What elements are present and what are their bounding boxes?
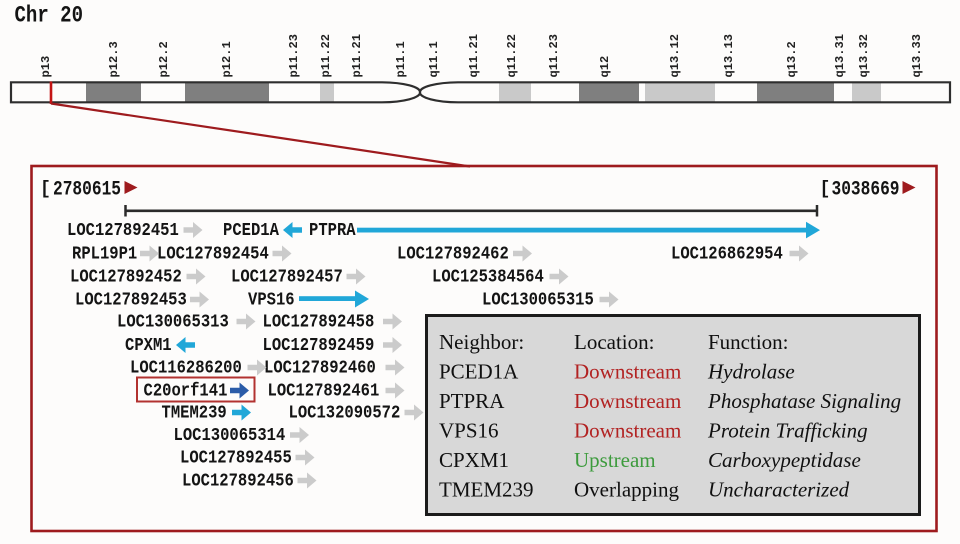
svg-text:3038669: 3038669 (832, 179, 900, 202)
svg-text:VPS16: VPS16 (248, 291, 295, 311)
svg-text:LOC127892453: LOC127892453 (75, 291, 187, 311)
svg-text:Hydrolase: Hydrolase (707, 360, 795, 384)
svg-text:p11.21: p11.21 (350, 34, 364, 78)
svg-text:C20orf141: C20orf141 (144, 382, 228, 402)
svg-text:p12.2: p12.2 (157, 41, 171, 77)
svg-text:TMEM239: TMEM239 (162, 404, 227, 424)
svg-text:LOC127892451: LOC127892451 (67, 221, 179, 241)
svg-text:p11.1: p11.1 (394, 41, 408, 77)
svg-text:Phosphatase Signaling: Phosphatase Signaling (707, 389, 901, 413)
svg-text:LOC132090572: LOC132090572 (289, 404, 401, 424)
svg-text:LOC127892461: LOC127892461 (268, 382, 380, 402)
svg-text:Uncharacterized: Uncharacterized (708, 478, 850, 502)
svg-text:LOC127892460: LOC127892460 (264, 359, 376, 379)
svg-text:LOC127892458: LOC127892458 (263, 313, 375, 333)
svg-text:LOC126862954: LOC126862954 (671, 245, 783, 265)
svg-text:q13.31: q13.31 (833, 34, 847, 78)
svg-text:LOC127892459: LOC127892459 (263, 336, 375, 356)
svg-text:LOC127892452: LOC127892452 (70, 268, 182, 288)
svg-text:LOC130065314: LOC130065314 (174, 426, 286, 446)
svg-text:Carboxypeptidase: Carboxypeptidase (708, 448, 861, 472)
svg-text:[: [ (820, 180, 831, 200)
svg-text:PTPRA: PTPRA (439, 389, 505, 413)
svg-text:q11.1: q11.1 (427, 41, 441, 77)
svg-text:Protein Trafficking: Protein Trafficking (707, 419, 868, 443)
svg-text:Neighbor:: Neighbor: (439, 330, 524, 354)
svg-text:LOC116286200: LOC116286200 (130, 359, 242, 379)
svg-text:PCED1A: PCED1A (439, 360, 519, 384)
svg-text:LOC127892454: LOC127892454 (157, 245, 269, 265)
svg-text:q11.21: q11.21 (467, 34, 481, 78)
svg-text:CPXM1: CPXM1 (125, 336, 172, 356)
svg-text:LOC125384564: LOC125384564 (432, 268, 544, 288)
svg-text:PCED1A: PCED1A (223, 221, 279, 241)
svg-text:VPS16: VPS16 (439, 419, 499, 443)
svg-text:Downstream: Downstream (574, 389, 681, 413)
svg-text:RPL19P1: RPL19P1 (72, 245, 137, 265)
svg-text:TMEM239: TMEM239 (439, 478, 534, 502)
svg-text:LOC127892456: LOC127892456 (182, 472, 294, 492)
svg-text:Location:: Location: (574, 330, 654, 354)
svg-text:Overlapping: Overlapping (574, 478, 679, 502)
svg-text:q13.2: q13.2 (785, 41, 799, 77)
svg-text:q13.32: q13.32 (857, 34, 871, 78)
svg-text:p13: p13 (39, 56, 53, 78)
svg-text:Function:: Function: (708, 330, 789, 354)
svg-text:2780615: 2780615 (53, 179, 121, 202)
svg-text:q13.12: q13.12 (668, 34, 682, 78)
svg-text:p11.23: p11.23 (287, 34, 301, 78)
svg-text:Downstream: Downstream (574, 360, 681, 384)
svg-text:q11.22: q11.22 (505, 34, 519, 78)
svg-text:Downstream: Downstream (574, 419, 681, 443)
svg-text:q12: q12 (598, 56, 612, 78)
svg-text:Upstream: Upstream (574, 448, 656, 472)
svg-text:LOC127892457: LOC127892457 (231, 268, 343, 288)
svg-text:p12.1: p12.1 (220, 41, 234, 77)
svg-text:p12.3: p12.3 (107, 41, 121, 77)
svg-text:q11.23: q11.23 (547, 34, 561, 78)
svg-text:Chr 20: Chr 20 (15, 3, 84, 29)
svg-text:CPXM1: CPXM1 (439, 448, 509, 472)
svg-text:PTPRA: PTPRA (309, 221, 356, 241)
svg-text:LOC127892455: LOC127892455 (180, 449, 292, 469)
svg-text:LOC127892462: LOC127892462 (397, 245, 509, 265)
svg-text:[: [ (40, 180, 51, 200)
svg-text:q13.33: q13.33 (910, 34, 924, 78)
svg-text:LOC130065315: LOC130065315 (482, 291, 594, 311)
svg-text:q13.13: q13.13 (722, 34, 736, 78)
svg-text:p11.22: p11.22 (319, 34, 333, 78)
svg-text:LOC130065313: LOC130065313 (117, 313, 229, 333)
